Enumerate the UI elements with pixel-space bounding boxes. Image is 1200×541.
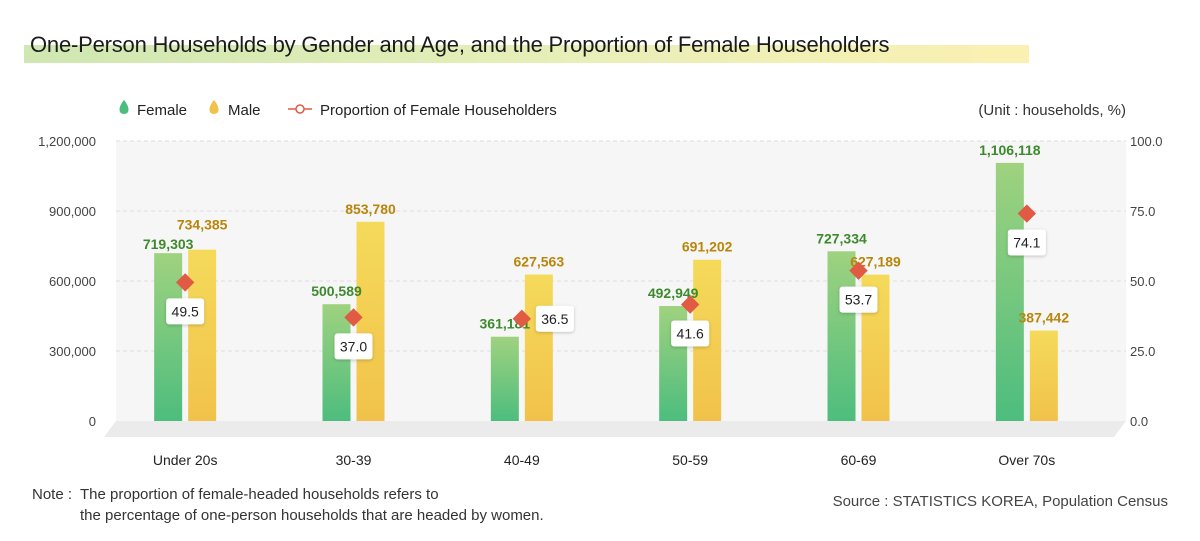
bar-male: [1029, 330, 1058, 421]
chart-title: One-Person Households by Gender and Age,…: [30, 32, 890, 57]
proportion-label-text: 37.0: [340, 338, 367, 354]
x-category-label: Over 70s: [998, 452, 1055, 468]
x-category-label: 30-39: [336, 452, 372, 468]
note-line-1: The proportion of female-headed househol…: [80, 486, 439, 503]
bar-male: [524, 274, 553, 421]
bar-female: [490, 336, 519, 421]
proportion-marker: [175, 273, 195, 292]
note: Note : The proportion of female-headed ho…: [32, 484, 544, 526]
y-left-tick-label: 600,000: [49, 274, 96, 289]
x-category-label: Under 20s: [153, 452, 218, 468]
bar-female: [154, 253, 183, 421]
proportion-marker: [849, 261, 868, 280]
x-category-label: 50-59: [672, 452, 708, 468]
value-label-female: 492,949: [648, 285, 699, 301]
title-highlight: [24, 45, 1029, 63]
proportion-label-text: 49.5: [172, 303, 199, 319]
proportion-label-text: 36.5: [541, 311, 568, 327]
y-left-tick-label: 0: [89, 414, 96, 429]
y-right-tick-label: 50.0: [1130, 274, 1155, 289]
legend-female-label: Female: [137, 102, 187, 119]
proportion-label-box: [1007, 229, 1046, 256]
note-line-2: the percentage of one-person households …: [80, 507, 544, 524]
legend-male-label: Male: [228, 102, 261, 119]
proportion-label-text: 53.7: [845, 292, 872, 308]
proportion-label-box: [839, 286, 878, 313]
y-right-tick-label: 75.0: [1130, 204, 1155, 219]
plot-area: 0 0.0 300,000 25.0 600,000 50.0 900,000 75.0 1,2…: [38, 134, 1162, 468]
proportion-label: 36.5: [535, 305, 574, 332]
proportion-marker: [680, 295, 700, 314]
y-left-tick-label: 300,000: [49, 344, 96, 359]
unit-label: (Unit : households, %): [978, 102, 1126, 119]
y-left-tick-label: 1,200,000: [38, 134, 96, 149]
legend-female-icon: [119, 100, 129, 114]
value-label-male: 627,189: [850, 254, 901, 270]
bar-female: [322, 304, 351, 421]
note-label: Note :: [32, 486, 73, 503]
value-label-female: 727,334: [816, 230, 867, 246]
proportion-label-box: [535, 305, 574, 332]
y-right-tick-label: 25.0: [1130, 344, 1155, 359]
value-label-male: 627,563: [514, 254, 565, 270]
proportion-label-text: 41.6: [677, 326, 704, 342]
bar-male: [356, 221, 385, 421]
x-category-label: 40-49: [504, 452, 540, 468]
proportion-label: 37.0: [334, 333, 373, 360]
proportion-label-box: [671, 320, 710, 347]
bar-female: [995, 162, 1024, 421]
y-right-tick-label: 100.0: [1130, 134, 1163, 149]
proportion-label: 74.1: [1007, 229, 1046, 256]
x-category-label: 60-69: [841, 452, 877, 468]
value-label-male: 734,385: [177, 217, 228, 233]
proportion-label: 49.5: [166, 298, 205, 325]
proportion-marker: [344, 308, 363, 327]
value-label-male: 387,442: [1019, 310, 1070, 326]
legend-proportion-marker-icon: [295, 104, 305, 114]
proportion-label-text: 74.1: [1013, 235, 1040, 251]
legend-proportion-label: Proportion of Female Householders: [320, 102, 557, 119]
legend-male-icon: [209, 100, 219, 114]
proportion-label-box: [334, 333, 373, 360]
bar-female: [827, 251, 856, 421]
proportion-label-box: [166, 298, 205, 325]
plot-floor: [104, 421, 1126, 437]
bar-male: [188, 249, 217, 421]
y-right-tick-label: 0.0: [1130, 414, 1148, 429]
title-block: One-Person Households by Gender and Age,…: [24, 30, 1029, 64]
value-label-female: 1,106,118: [979, 142, 1041, 158]
value-label-female: 719,303: [143, 236, 194, 252]
proportion-label: 53.7: [839, 286, 878, 313]
source-credit: Source : STATISTICS KOREA, Population Ce…: [832, 493, 1168, 510]
value-label-male: 691,202: [682, 239, 733, 255]
proportion-label: 41.6: [671, 320, 710, 347]
y-left-tick-label: 900,000: [49, 204, 96, 219]
value-label-male: 853,780: [345, 201, 396, 217]
proportion-marker: [512, 309, 532, 328]
legend: Female Male Proportion of Female Household…: [119, 100, 557, 119]
value-label-female: 500,589: [311, 283, 362, 299]
